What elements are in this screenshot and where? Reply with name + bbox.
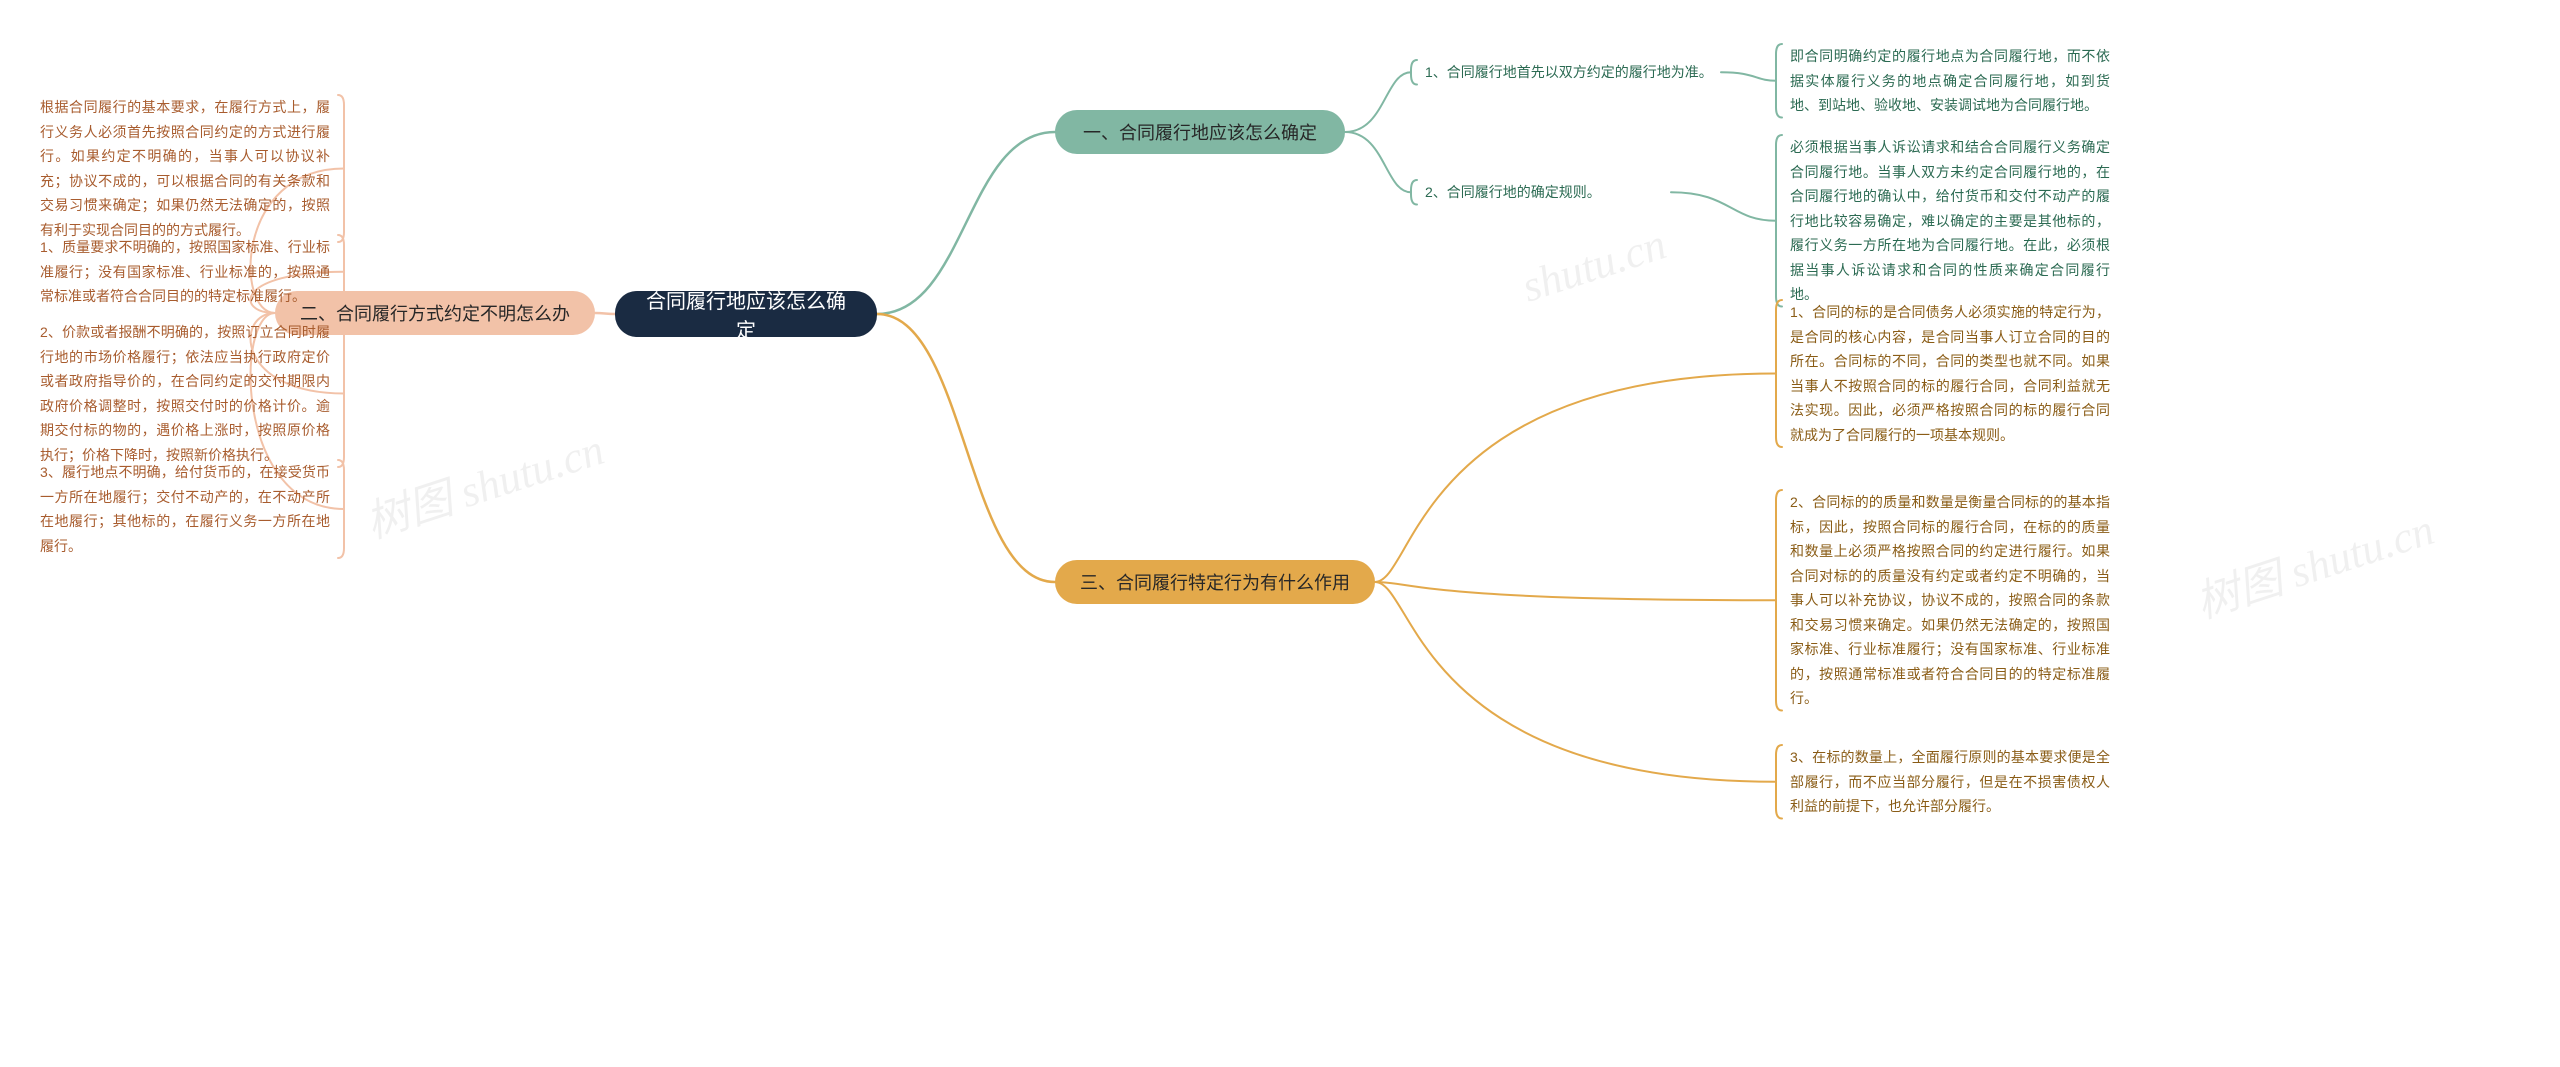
leaf-b2-1: 1、质量要求不明确的，按照国家标准、行业标准履行；没有国家标准、行业标准的，按照… bbox=[40, 235, 330, 309]
leaf-b3-0: 1、合同的标的是合同债务人必须实施的特定行为，是合同的核心内容，是合同当事人订立… bbox=[1790, 300, 2110, 447]
watermark: 树图 shutu.cn bbox=[356, 413, 611, 550]
branch-node-b3[interactable]: 三、合同履行特定行为有什么作用 bbox=[1055, 560, 1375, 604]
leaf-b1-0: 即合同明确约定的履行地点为合同履行地，而不依据实体履行义务的地点确定合同履行地，… bbox=[1790, 44, 2110, 118]
center-node[interactable]: 合同履行地应该怎么确定 bbox=[615, 291, 877, 337]
leaf-b2-2: 2、价款或者报酬不明确的，按照订立合同时履行地的市场价格履行；依法应当执行政府定… bbox=[40, 320, 330, 467]
mindmap-canvas: 树图 shutu.cn shutu.cn 树图 shutu.cn 合同履行地应该怎么确… bbox=[0, 0, 2560, 1067]
watermark: 树图 shutu.cn bbox=[2186, 493, 2441, 630]
leaf-b2-0: 根据合同履行的基本要求，在履行方式上，履行义务人必须首先按照合同约定的方式进行履… bbox=[40, 95, 330, 242]
stub-b1-0: 1、合同履行地首先以双方约定的履行地为准。 bbox=[1425, 60, 1715, 85]
branch-node-b1[interactable]: 一、合同履行地应该怎么确定 bbox=[1055, 110, 1345, 154]
stub-b1-1: 2、合同履行地的确定规则。 bbox=[1425, 180, 1665, 205]
watermark: shutu.cn bbox=[1516, 218, 1672, 312]
leaf-b3-2: 3、在标的数量上，全面履行原则的基本要求便是全部履行，而不应当部分履行，但是在不… bbox=[1790, 745, 2110, 819]
leaf-b2-3: 3、履行地点不明确，给付货币的，在接受货币一方所在地履行；交付不动产的，在不动产… bbox=[40, 460, 330, 558]
leaf-b3-1: 2、合同标的的质量和数量是衡量合同标的的基本指标，因此，按照合同标的履行合同，在… bbox=[1790, 490, 2110, 711]
leaf-b1-1: 必须根据当事人诉讼请求和结合合同履行义务确定合同履行地。当事人双方未约定合同履行… bbox=[1790, 135, 2110, 307]
